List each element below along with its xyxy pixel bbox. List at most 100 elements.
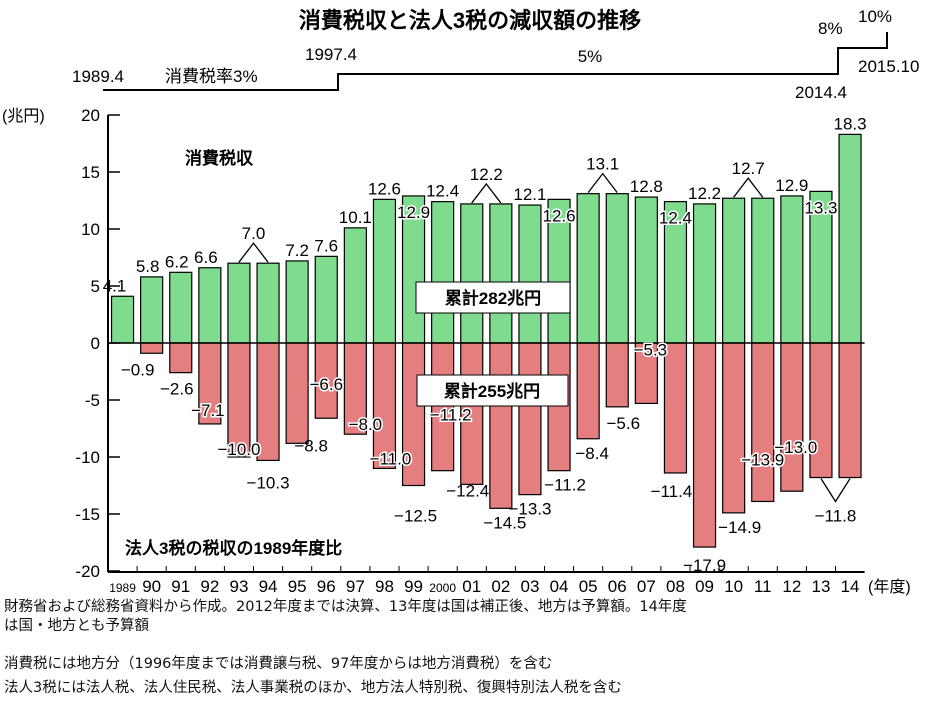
bar-corporate-tax-13 xyxy=(809,342,833,479)
x-tick-label: 06 xyxy=(608,577,627,596)
data-label: −11.4 xyxy=(651,482,693,501)
note-1: 財務省および総務省資料から作成。2012年度までは決算、13年度は国は補正後、地… xyxy=(4,599,687,615)
data-label: −13.0 xyxy=(774,438,817,457)
tax-rate-timeline xyxy=(103,32,888,91)
data-label: −11.2 xyxy=(430,406,472,425)
bar-corporate-tax-14 xyxy=(838,342,862,479)
data-label: 6.2 xyxy=(165,252,189,271)
data-label: 6.6 xyxy=(194,248,218,267)
data-label: −10.3 xyxy=(247,473,290,492)
grouped-label-caret xyxy=(471,182,502,204)
x-tick-label: 93 xyxy=(229,577,248,596)
y-tick-label: -10 xyxy=(75,448,100,467)
data-label: −17.9 xyxy=(683,556,726,575)
x-tick-label: 01 xyxy=(462,577,481,596)
bar-consumption-tax-1989 xyxy=(110,295,135,344)
x-tick-label: 99 xyxy=(404,577,423,596)
y-axis-label: (兆円) xyxy=(2,107,45,125)
x-tick-label: 1989 xyxy=(109,581,136,595)
bar-corporate-tax-09 xyxy=(692,342,717,548)
data-label: −0.9 xyxy=(121,360,155,379)
x-tick-label: 91 xyxy=(171,577,190,596)
data-label: 12.4 xyxy=(659,209,692,228)
bar-consumption-tax-12 xyxy=(780,195,804,344)
x-tick-label: 08 xyxy=(666,577,685,596)
green-series-label: 消費税収 xyxy=(185,148,254,168)
bar-corporate-tax-90 xyxy=(140,342,164,354)
data-label: 7.6 xyxy=(314,236,338,255)
data-label: 18.3 xyxy=(834,114,867,133)
bar-corporate-tax-06 xyxy=(605,342,629,408)
data-label: −10.0 xyxy=(217,440,260,459)
data-label: 12.1 xyxy=(513,185,546,204)
data-label: −12.5 xyxy=(394,507,437,526)
bar-consumption-tax-94 xyxy=(256,262,280,344)
data-label: 12.2 xyxy=(688,184,721,203)
x-tick-label: 07 xyxy=(637,577,656,596)
data-label: −2.6 xyxy=(160,380,194,399)
grouped-label-caret xyxy=(733,177,764,198)
bar-corporate-tax-05 xyxy=(576,342,600,440)
data-label: −13.3 xyxy=(508,500,551,519)
note-4: 法人3税には法人税、法人住民税、法人事業税のほか、地方法人特別税、復興特別法人税… xyxy=(4,680,622,696)
data-label: 12.9 xyxy=(397,203,430,222)
data-label: −12.4 xyxy=(446,481,489,500)
bar-consumption-tax-14 xyxy=(838,133,862,344)
data-label: 12.6 xyxy=(368,179,401,198)
y-tick-label: 5 xyxy=(91,277,100,296)
note-3: 消費税には地方分（1996年度までは消費譲与税、97年度からは地方消費税）を含む xyxy=(4,656,553,672)
y-tick-label: 20 xyxy=(81,106,100,125)
x-tick-label: 10 xyxy=(724,577,743,596)
bar-corporate-tax-91 xyxy=(169,342,193,374)
y-tick-label: 15 xyxy=(81,163,100,182)
bar-consumption-tax-92 xyxy=(198,267,222,344)
x-tick-label: 11 xyxy=(754,577,772,596)
x-tick-label: 09 xyxy=(695,577,714,596)
timeline-rate-8: 8% xyxy=(818,19,843,38)
bar-corporate-tax-04 xyxy=(547,342,571,472)
data-label: −13.9 xyxy=(741,450,784,469)
data-label: 12.7 xyxy=(732,159,765,178)
data-label: 4.1 xyxy=(103,276,127,295)
data-label: 12.6 xyxy=(543,206,576,225)
data-label: 10.1 xyxy=(339,208,372,227)
data-label: −7.1 xyxy=(191,401,225,420)
bar-consumption-tax-2000 xyxy=(431,201,455,344)
data-label: −14.5 xyxy=(483,513,526,532)
bar-consumption-tax-05 xyxy=(576,193,600,344)
x-tick-label: 02 xyxy=(491,577,510,596)
timeline-date-1997: 1997.4 xyxy=(305,45,357,64)
data-label: −5.3 xyxy=(634,340,668,359)
x-tick-label: 95 xyxy=(288,577,307,596)
timeline-rate-10: 10% xyxy=(858,7,892,26)
bar-consumption-tax-01 xyxy=(460,203,484,344)
data-label: 12.8 xyxy=(630,177,663,196)
green-total-box xyxy=(415,281,571,314)
bar-consumption-tax-02 xyxy=(489,203,513,344)
x-tick-label: 90 xyxy=(142,577,161,596)
bar-consumption-tax-03 xyxy=(518,204,542,344)
bar-consumption-tax-90 xyxy=(140,276,164,344)
y-tick-label: -5 xyxy=(85,391,100,410)
x-tick-label: 92 xyxy=(200,577,219,596)
x-tick-label: 98 xyxy=(375,577,394,596)
bar-consumption-tax-98 xyxy=(372,198,397,344)
data-label: −11.2 xyxy=(544,476,586,495)
bar-corporate-tax-11 xyxy=(751,342,775,503)
bar-consumption-tax-07 xyxy=(634,196,658,344)
grouped-label-caret xyxy=(587,172,618,194)
y-tick-label: 0 xyxy=(91,334,100,353)
x-tick-label: 96 xyxy=(317,577,336,596)
x-axis-label: (年度) xyxy=(868,578,911,596)
data-label: −6.6 xyxy=(309,375,343,394)
data-label: −14.9 xyxy=(718,518,761,537)
red-total-box xyxy=(416,374,569,407)
data-label: −8.8 xyxy=(294,436,328,455)
data-label: 13.3 xyxy=(804,198,837,217)
y-tick-label: -15 xyxy=(75,505,100,524)
x-tick-label: 12 xyxy=(782,577,801,596)
x-tick-label: 13 xyxy=(811,577,830,596)
bar-corporate-tax-95 xyxy=(285,342,309,444)
bar-corporate-tax-03 xyxy=(518,342,542,496)
